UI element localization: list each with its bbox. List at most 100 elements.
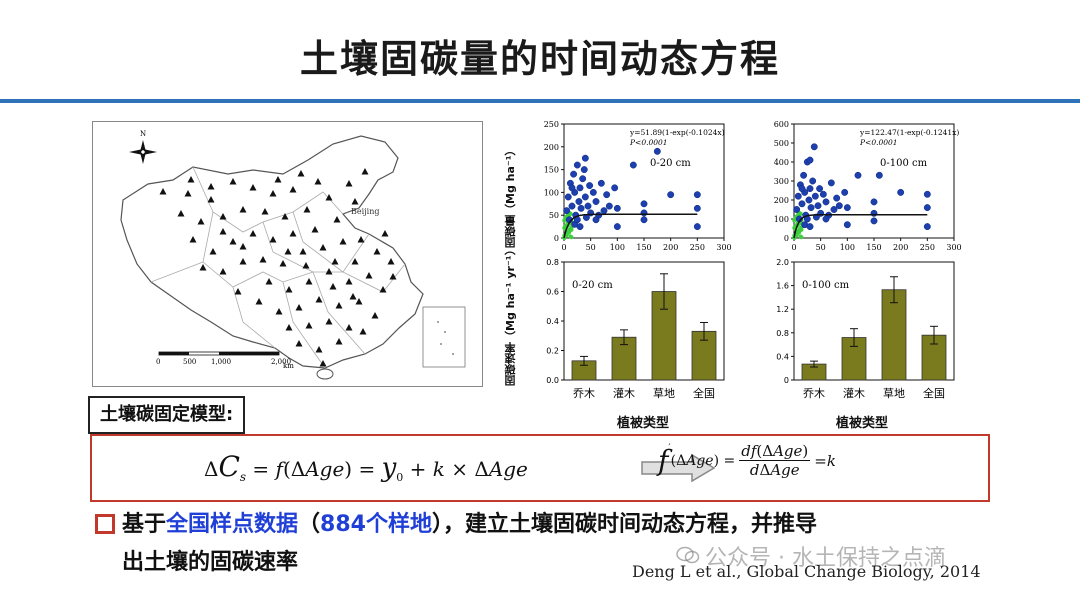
site-marker [371,312,379,319]
site-marker [299,248,307,255]
data-point [835,202,843,210]
site-marker [187,176,195,183]
data-point [897,188,905,196]
site-marker [325,318,333,325]
site-marker [285,324,293,331]
y-tick-label: 50 [549,211,559,220]
site-marker [351,258,359,265]
data-point [693,223,701,231]
site-marker [275,308,283,315]
y-tick-label: 1.2 [776,305,789,314]
site-marker [239,206,247,213]
site-marker [379,286,387,293]
y-tick-label: 0.4 [546,317,559,326]
data-point-small [796,212,801,217]
data-point-small [798,234,803,239]
data-point [810,143,818,151]
scale-tick-2000: 2,000 [271,358,291,366]
data-point [580,166,588,174]
site-marker [255,298,263,305]
data-point [923,204,931,212]
site-marker [381,230,389,237]
y-tick-label: 600 [774,120,789,129]
category-label: 全国 [923,386,945,400]
watermark: 公众号 · 水土保持之点滴 [705,546,946,571]
fit-curve [793,213,928,239]
site-marker [355,298,363,305]
bullet-square-icon [95,514,115,534]
data-point [592,216,600,224]
data-point [693,204,701,212]
map-svg: N Beijing 0 [120,130,466,380]
data-point [800,171,808,179]
site-marker [209,248,217,255]
site-marker [281,213,289,220]
data-point [589,188,597,196]
site-marker [387,258,395,265]
category-label: 乔木 [573,387,595,400]
scale-tick-0: 0 [156,358,160,366]
data-point-small [797,227,802,232]
data-point [629,161,637,169]
data-point [811,192,819,200]
site-marker [239,243,247,250]
data-point [843,221,851,229]
bar-ylabel: 固碳速率（Mg ha⁻¹ yr⁻¹） [504,244,517,386]
data-point [586,182,594,190]
site-marker [365,272,373,279]
title-underline [0,99,1080,103]
data-point [570,170,578,178]
site-marker [319,244,327,251]
data-point [600,207,608,215]
china-site-map: N Beijing 0 [92,121,483,387]
x-tick-label: 150 [636,243,651,252]
site-marker [207,183,215,190]
data-point [603,191,611,199]
y-tick-label: 0.0 [546,376,559,385]
wechat-icon [676,546,700,564]
site-marker [357,236,365,243]
data-point [870,217,878,225]
category-label: 灌木 [613,387,635,400]
depth-label: 0-100 cm [880,158,928,169]
site-marker [331,258,339,265]
site-marker [351,198,359,205]
data-point [597,179,605,187]
y-tick-label: 2.0 [776,258,789,267]
y-tick-label: 200 [544,143,559,152]
data-point [793,206,801,213]
site-marker [219,213,227,220]
data-point [605,202,613,210]
site-marker [279,260,287,267]
scale-unit: km [283,362,294,370]
data-point [807,204,815,212]
site-marker [345,278,353,285]
category-label: 乔木 [803,387,825,400]
compass-icon [129,140,157,164]
scale-tick-1000: 1,000 [211,358,231,366]
y-tick-label: 250 [544,120,559,129]
sampling-sites [159,168,397,367]
site-marker [315,346,323,353]
data-point [806,185,814,193]
data-point [576,223,584,231]
site-marker [265,278,273,285]
category-label: 全国 [693,386,715,400]
data-point [584,202,592,210]
model-label: 土壤碳固定模型: [88,396,246,434]
y-tick-label: 400 [774,158,789,167]
y-tick-label: 1.6 [776,282,789,291]
site-marker [389,273,397,280]
site-marker [303,206,311,213]
y-tick-label: 0.2 [546,347,559,356]
data-point [576,184,584,192]
x-tick-label: 100 [610,243,625,252]
y-tick-label: 0 [554,234,559,243]
site-marker [269,190,277,197]
depth-label: 0-100 cm [802,280,850,291]
data-point [806,223,814,231]
bullet-line-2: 出土壤的固碳速率 [122,550,299,575]
data-point [843,204,851,212]
bar [881,289,907,381]
data-point [613,204,621,212]
